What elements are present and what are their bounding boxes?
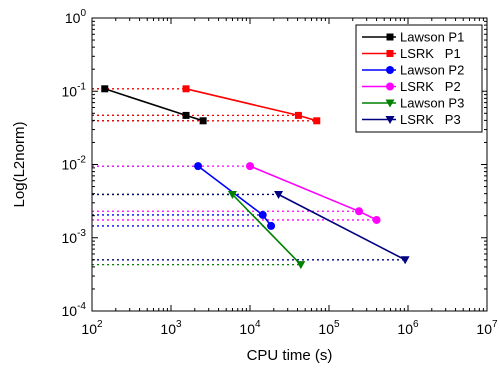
data-point <box>274 190 284 199</box>
tick-label-exponent: 4 <box>255 319 261 330</box>
legend-label: LSRK P1 <box>400 46 461 61</box>
legend-marker <box>386 66 394 74</box>
data-point <box>182 111 190 119</box>
legend-marker <box>386 82 394 91</box>
tick-label-base: 10 <box>62 157 78 173</box>
legend-label: Lawson P3 <box>400 96 464 111</box>
data-point <box>258 210 267 219</box>
y-tick-label: 100 <box>65 8 87 26</box>
data-point <box>246 162 254 171</box>
x-tick-label: 105 <box>318 319 340 337</box>
y-axis-title: Log(L2norm) <box>11 122 28 208</box>
legend-label: Lawson P1 <box>400 30 464 45</box>
tick-label-exponent: 5 <box>334 319 340 330</box>
data-point <box>182 85 190 93</box>
legend-label: LSRK P3 <box>400 112 461 127</box>
series-line <box>231 193 302 266</box>
legend-marker <box>385 99 395 108</box>
tick-label-base: 10 <box>62 230 78 246</box>
tick-label-base: 10 <box>318 321 334 337</box>
tick-label-base: 10 <box>62 83 78 99</box>
x-axis-title: CPU time (s) <box>247 347 333 364</box>
tick-label-base: 10 <box>160 321 176 337</box>
legend-label: Lawson P2 <box>400 63 464 78</box>
data-point <box>267 221 276 230</box>
legend-marker <box>385 116 395 124</box>
data-point <box>296 261 306 270</box>
ticks <box>91 17 488 312</box>
tick-label-base: 10 <box>397 321 413 337</box>
tick-label-exponent: 2 <box>97 319 103 330</box>
data-point <box>355 207 364 216</box>
series-line <box>278 193 406 261</box>
data-point <box>294 111 302 119</box>
data-point <box>194 162 203 171</box>
reference-lines <box>92 88 406 266</box>
y-tick-label: 10-2 <box>62 155 87 173</box>
x-tick-label: 104 <box>239 319 261 337</box>
tick-label-base: 10 <box>476 321 492 337</box>
tick-label-base: 10 <box>81 321 97 337</box>
legend-marker <box>386 33 394 41</box>
x-tick-label: 107 <box>476 319 498 337</box>
series-layer <box>101 85 410 270</box>
legend-label: LSRK P2 <box>400 79 461 94</box>
data-point <box>400 256 410 265</box>
tick-label-exponent: -2 <box>77 155 86 166</box>
tick-label-exponent: 0 <box>80 8 86 19</box>
y-tick-label: 10-1 <box>62 81 87 99</box>
tick-label-base: 10 <box>62 303 78 319</box>
data-point <box>199 117 207 125</box>
legend-marker <box>386 50 394 57</box>
tick-label-exponent: 7 <box>492 319 498 330</box>
tick-label-exponent: -1 <box>77 81 86 92</box>
data-point <box>313 117 321 125</box>
x-tick-label: 106 <box>397 319 419 337</box>
y-tick-label: 10-3 <box>62 228 87 246</box>
legend-box <box>355 24 483 133</box>
data-point <box>227 190 237 199</box>
y-tick-label: 10-4 <box>62 301 87 319</box>
tick-label-exponent: 6 <box>413 319 419 330</box>
data-point <box>372 215 381 224</box>
x-tick-label: 103 <box>160 319 182 337</box>
tick-label-exponent: 3 <box>176 319 182 330</box>
x-tick-label: 102 <box>81 319 103 337</box>
tick-label-base: 10 <box>65 10 81 26</box>
tick-label-exponent: -3 <box>77 228 86 239</box>
tick-label-exponent: -4 <box>77 301 86 312</box>
data-point <box>101 85 109 93</box>
tick-label-base: 10 <box>239 321 255 337</box>
